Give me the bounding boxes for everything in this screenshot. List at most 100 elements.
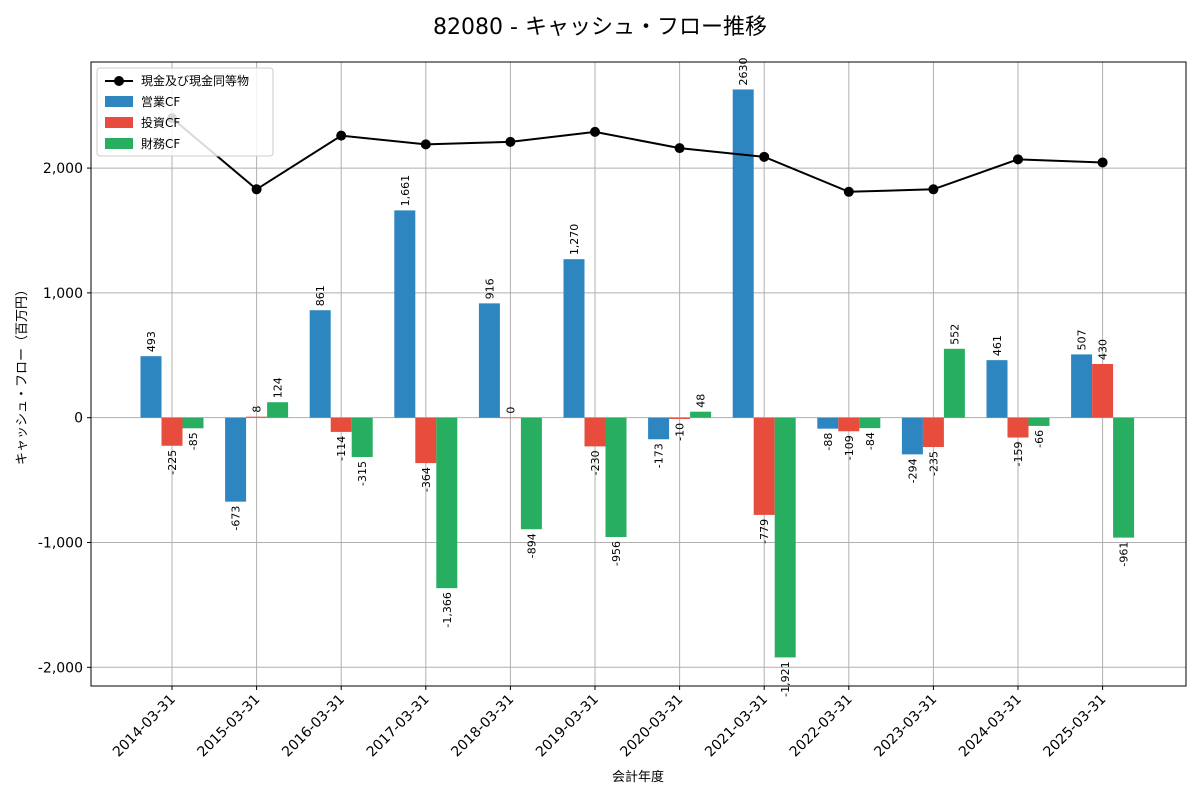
data-label: -315 — [356, 461, 369, 486]
legend-box — [96, 67, 274, 157]
bar-投資CF — [838, 417, 860, 432]
bar-営業CF — [478, 303, 500, 418]
cash-line-point — [251, 184, 262, 195]
bar-投資CF — [1007, 417, 1029, 438]
legend-entry-label: 現金及び現金同等物 — [141, 73, 249, 88]
x-tick-label: 2021-03-31 — [702, 692, 771, 761]
y-tick-label: 2,000 — [43, 161, 83, 177]
x-tick-label: 2017-03-31 — [364, 692, 433, 761]
cash-line-point — [590, 126, 600, 137]
bar-財務CF — [774, 417, 796, 658]
legend-swatch — [105, 117, 133, 128]
data-label: -230 — [589, 450, 602, 475]
x-tick-label: 2019-03-31 — [533, 692, 602, 761]
bar-財務CF — [520, 417, 542, 530]
bar-財務CF — [436, 417, 458, 589]
data-label: -114 — [335, 436, 348, 461]
data-label: -225 — [166, 450, 179, 475]
data-label: 8 — [251, 406, 264, 413]
data-label: -294 — [906, 458, 919, 483]
data-label: 461 — [991, 335, 1004, 356]
cash-line-point — [1013, 154, 1023, 165]
legend-swatch — [105, 96, 133, 107]
bar-営業CF — [1071, 354, 1093, 418]
bar-投資CF — [415, 417, 437, 464]
bar-投資CF — [922, 417, 944, 448]
data-label: 0 — [504, 407, 517, 414]
bar-営業CF — [648, 417, 670, 440]
cash-line-point — [505, 136, 516, 147]
bar-財務CF — [267, 402, 289, 418]
cash-line-point — [420, 139, 431, 150]
bar-投資CF — [499, 417, 521, 419]
legend-entry-label: 営業CF — [141, 95, 180, 109]
x-tick-label: 2025-03-31 — [1041, 692, 1110, 761]
bar-営業CF — [986, 360, 1008, 418]
x-tick-label: 2023-03-31 — [871, 692, 940, 761]
bar-財務CF — [182, 417, 204, 429]
bar-財務CF — [859, 417, 881, 429]
data-label: -10 — [674, 423, 687, 441]
y-tick-label: -1,000 — [38, 535, 83, 551]
bar-営業CF — [732, 89, 754, 418]
y-tick-label: 1,000 — [43, 286, 83, 302]
bar-財務CF — [690, 411, 712, 418]
data-label: -961 — [1118, 542, 1131, 567]
legend-swatch — [105, 138, 133, 149]
bar-投資CF — [753, 417, 775, 515]
cash-line-point — [759, 151, 770, 162]
y-axis-label: キャッシュ・フロー（百万円） — [15, 283, 30, 465]
bar-投資CF — [246, 416, 268, 418]
data-label: 1,661 — [399, 175, 412, 207]
bars — [140, 89, 1135, 658]
cash-line-point — [336, 130, 347, 141]
y-tick-label: 0 — [74, 411, 83, 427]
x-tick-label: 2016-03-31 — [279, 692, 348, 761]
bar-営業CF — [225, 417, 247, 502]
legend-entry-label: 投資CF — [141, 115, 180, 130]
bar-投資CF — [161, 417, 183, 446]
legend-line-marker — [114, 76, 124, 86]
data-label: 1,270 — [568, 224, 581, 256]
data-label: -1,921 — [779, 661, 792, 696]
bar-財務CF — [605, 417, 627, 537]
data-label: 552 — [948, 324, 961, 345]
cash-line — [167, 113, 1108, 197]
legend-entry-label: 財務CF — [141, 136, 180, 151]
data-label: 430 — [1097, 339, 1110, 360]
chart-title: 82080 - キャッシュ・フロー推移 — [433, 15, 767, 40]
cash-line-point — [1097, 157, 1108, 168]
bar-営業CF — [140, 356, 162, 418]
data-label: -235 — [927, 451, 940, 476]
bar-財務CF — [1113, 417, 1135, 538]
x-tick-label: 2022-03-31 — [787, 692, 856, 761]
cash-line-point — [843, 186, 854, 197]
bar-投資CF — [584, 417, 606, 447]
data-label: -66 — [1033, 430, 1046, 448]
bar-投資CF — [669, 417, 691, 419]
bar-財務CF — [351, 417, 373, 457]
data-label: -84 — [864, 432, 877, 450]
data-label: -85 — [187, 432, 200, 450]
cash-line-path — [171, 117, 1103, 193]
x-tick-label: 2020-03-31 — [618, 692, 687, 761]
bar-財務CF — [943, 348, 965, 418]
data-label: -673 — [230, 506, 243, 531]
data-label: -1,366 — [441, 592, 454, 627]
data-label: -894 — [525, 533, 538, 558]
bar-営業CF — [394, 210, 416, 418]
plot-frame — [90, 61, 1187, 687]
bar-投資CF — [330, 417, 352, 432]
data-label: 2630 — [737, 57, 750, 85]
data-label: 861 — [314, 285, 327, 306]
data-label: -159 — [1012, 442, 1025, 467]
data-label: 124 — [272, 377, 285, 398]
cash-line-point — [674, 143, 685, 154]
data-label: 916 — [483, 278, 496, 299]
x-tick-label: 2014-03-31 — [110, 692, 179, 761]
data-label: -779 — [758, 519, 771, 544]
cash-line-point — [928, 184, 939, 195]
bar-営業CF — [309, 310, 331, 418]
